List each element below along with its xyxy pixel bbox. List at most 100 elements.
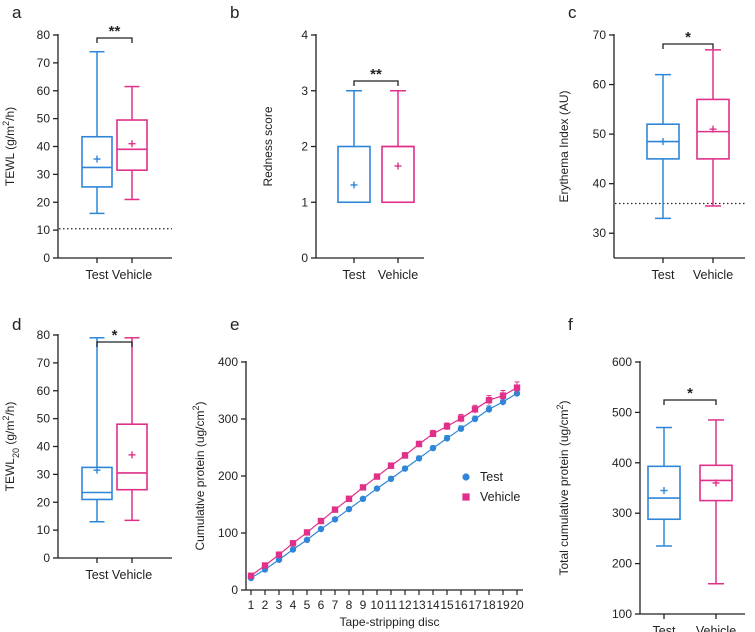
y-axis-label-superscript: 2 [1, 121, 11, 126]
y-tick-label: 10 [37, 523, 51, 537]
data-point [485, 406, 493, 413]
legend-label: Test [480, 470, 503, 484]
panel-letter: e [230, 315, 239, 334]
y-tick-label: 30 [37, 467, 51, 481]
x-tick-label: 11 [385, 598, 398, 612]
panel-d: d 0 10 20 30 40 50 60 70 80 Test Vehicle * [12, 315, 172, 582]
y-tick-label: 70 [37, 56, 51, 70]
data-point [359, 484, 367, 491]
box-iqr [116, 119, 148, 171]
significance-bracket: ** [353, 66, 399, 86]
data-point [513, 384, 521, 391]
x-axis-label: Tape-stripping disc [339, 615, 439, 629]
y-tick-label: 600 [612, 355, 632, 369]
x-tick-label: Test [343, 268, 366, 282]
bracket-line [353, 80, 399, 86]
y-axis-label: Redness score [261, 106, 275, 186]
y-axis-label-text: Total cumulative protein (ug/cm [557, 409, 571, 575]
y-tick-label: 200 [612, 557, 632, 571]
data-point [373, 485, 381, 492]
y-tick-label: 80 [37, 328, 51, 342]
y-tick-label: 50 [37, 112, 51, 126]
y-tick-label: 70 [37, 356, 51, 370]
data-point [387, 462, 395, 469]
y-axis-label-text: Redness score [261, 106, 275, 186]
x-tick-label: 3 [276, 598, 283, 612]
legend-marker [462, 493, 470, 501]
x-tick-label: 15 [440, 598, 454, 612]
data-point [247, 572, 255, 579]
panel-b: b 0 1 2 3 4 Test Vehicle ** [230, 3, 424, 282]
data-point [303, 536, 311, 544]
significance-bracket: ** [96, 23, 133, 43]
data-point [345, 505, 353, 513]
data-point [275, 551, 283, 558]
legend-label: Vehicle [480, 490, 520, 504]
significance-bracket: * [663, 385, 717, 405]
y-tick-label: 4 [301, 28, 308, 42]
x-tick-label: 9 [360, 598, 367, 612]
box-iqr [81, 135, 113, 188]
panel-letter: c [568, 3, 577, 22]
bracket-line [663, 399, 717, 405]
box-test [81, 337, 113, 523]
box-iqr [696, 98, 730, 160]
y-axis-label-text: Erythema Index (AU) [557, 90, 571, 202]
y-axis-label-text: ) [557, 400, 571, 404]
bracket-line [96, 37, 133, 43]
panel-letter: f [568, 315, 573, 334]
y-axis-label-text: (g/m [3, 421, 17, 448]
y-axis-label-superscript: 2 [191, 405, 201, 410]
data-point [429, 430, 437, 438]
data-point [303, 529, 311, 536]
significance-label: ** [109, 23, 121, 40]
box-vehicle [699, 419, 733, 585]
data-point [275, 556, 283, 563]
y-axis-label: Erythema Index (AU) [557, 90, 571, 202]
legend-marker [462, 473, 470, 481]
bracket-line [96, 341, 133, 347]
x-tick-label: 16 [454, 598, 468, 612]
x-tick-label: Test [86, 568, 109, 582]
data-point [499, 392, 507, 399]
y-tick-label: 100 [218, 526, 238, 540]
box-test [81, 50, 113, 215]
data-point [401, 452, 409, 459]
y-axis-label-text: TEWL [3, 458, 17, 492]
y-tick-label: 3 [301, 84, 308, 98]
y-tick-label: 20 [37, 195, 51, 209]
y-axis-label: Total cumulative protein (ug/cm2) [555, 400, 571, 575]
x-tick-label: Test [652, 268, 675, 282]
x-tick-label: Vehicle [112, 268, 152, 282]
x-tick-label: 8 [346, 598, 353, 612]
y-tick-label: 60 [37, 384, 51, 398]
y-tick-label: 300 [218, 412, 238, 426]
y-tick-label: 0 [43, 251, 50, 265]
data-point [457, 415, 465, 422]
significance-label: * [687, 385, 693, 402]
y-tick-label: 60 [593, 78, 607, 92]
data-point [499, 398, 507, 406]
panel-f: f 100 200 300 400 500 600 Test Vehicle * [568, 315, 745, 632]
data-point [429, 444, 437, 452]
y-tick-label: 400 [612, 456, 632, 470]
legend: Test Vehicle [462, 470, 520, 504]
x-tick-label: 12 [398, 598, 412, 612]
x-tick-label: 2 [262, 598, 269, 612]
box-test [337, 90, 371, 204]
data-point [331, 506, 339, 513]
data-point [261, 562, 269, 569]
y-tick-label: 50 [593, 127, 607, 141]
y-axis-label-subscript: 20 [11, 448, 21, 458]
y-tick-label: 400 [218, 355, 238, 369]
y-tick-label: 500 [612, 405, 632, 419]
x-tick-label: 10 [370, 598, 384, 612]
y-tick-label: 20 [37, 495, 51, 509]
y-tick-label: 1 [301, 195, 308, 209]
data-point [401, 465, 409, 472]
y-axis-label-text: /h) [3, 107, 17, 121]
x-tick-label: 19 [496, 598, 510, 612]
box-vehicle [116, 85, 148, 201]
significance-label: * [112, 327, 118, 344]
